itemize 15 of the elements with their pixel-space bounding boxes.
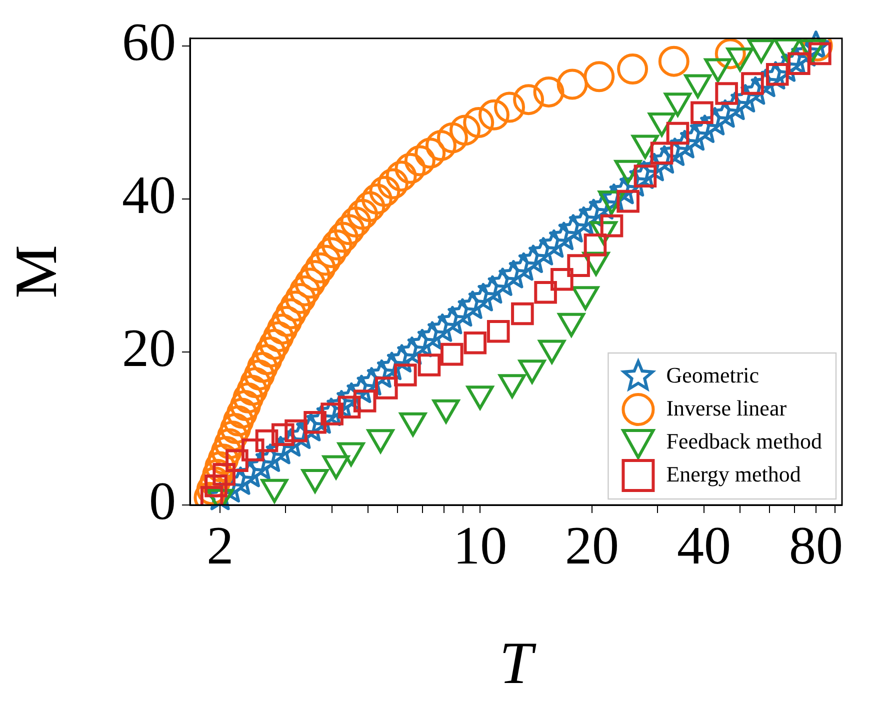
x-tick-label: 40 <box>676 516 731 576</box>
x-tick-label: 80 <box>788 516 843 576</box>
x-tick-label: 2 <box>206 516 234 576</box>
x-tick-label: 10 <box>453 516 508 576</box>
y-tick-label: 60 <box>122 12 176 72</box>
legend-label: Inverse linear <box>666 395 788 420</box>
legend-label: Energy method <box>666 461 801 486</box>
y-tick-label: 20 <box>122 318 176 378</box>
x-tick-label: 20 <box>565 516 620 576</box>
y-axis-title: M <box>2 245 69 298</box>
y-tick-label: 0 <box>149 471 176 532</box>
legend-label: Feedback method <box>666 428 822 454</box>
x-axis-title: T <box>499 630 536 696</box>
legend-label: Geometric <box>666 362 760 388</box>
y-tick-label: 40 <box>122 165 176 226</box>
